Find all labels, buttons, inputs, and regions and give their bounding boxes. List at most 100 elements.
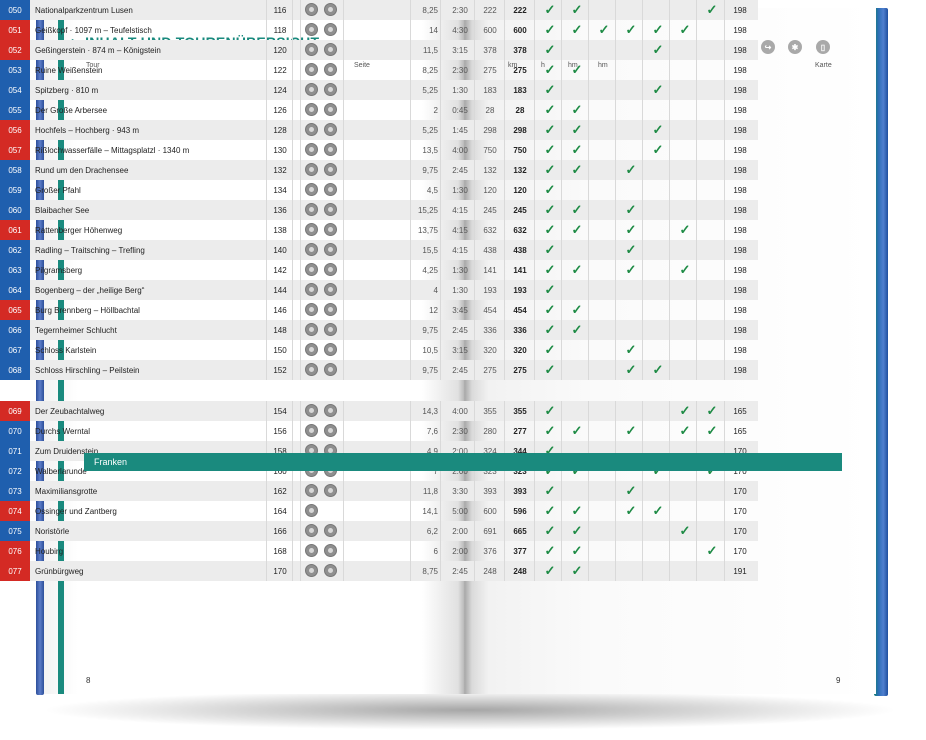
column-divider: [696, 401, 697, 421]
header-seite: Seite: [354, 62, 370, 69]
column-divider: [474, 160, 475, 180]
descent: 183: [513, 86, 527, 95]
check-icon: ✓: [625, 423, 637, 438]
column-divider: [642, 441, 643, 461]
tour-name: Ossinger und Zantberg: [35, 507, 117, 516]
map-ref: 198: [733, 186, 747, 195]
column-divider: [696, 160, 697, 180]
family-icon: [324, 404, 337, 417]
column-divider: [474, 60, 475, 80]
check-icon: ✓: [652, 142, 664, 157]
column-divider: [561, 320, 562, 340]
check-icon: ✓: [652, 362, 664, 377]
column-divider: [343, 561, 344, 581]
column-divider: [440, 320, 441, 340]
column-divider: [615, 20, 616, 40]
family-icon: [324, 123, 337, 136]
column-divider: [588, 240, 589, 260]
column-divider: [588, 441, 589, 461]
column-divider: [504, 521, 505, 541]
page-ref: 158: [273, 447, 287, 456]
tour-name: Spitzberg · 810 m: [35, 86, 99, 95]
column-divider: [440, 541, 441, 561]
column-divider: [588, 40, 589, 60]
column-divider: [300, 481, 301, 501]
column-divider: [534, 80, 535, 100]
descent: 665: [513, 527, 527, 536]
column-divider: [300, 461, 301, 481]
duration: 3:45: [452, 306, 468, 315]
column-divider: [474, 461, 475, 481]
ascent: 298: [483, 126, 497, 135]
column-divider: [266, 421, 267, 441]
duration: 2:45: [452, 366, 468, 375]
distance: 2: [433, 106, 438, 115]
column-divider: [724, 260, 725, 280]
page-ref: 122: [273, 66, 287, 75]
duration: 1:30: [452, 266, 468, 275]
column-divider: [292, 300, 293, 320]
column-divider: [534, 120, 535, 140]
column-divider: [410, 260, 411, 280]
column-divider: [474, 481, 475, 501]
column-divider: [696, 80, 697, 100]
column-divider: [410, 481, 411, 501]
tour-number: 063: [0, 260, 30, 280]
column-divider: [266, 401, 267, 421]
column-divider: [474, 421, 475, 441]
column-divider: [300, 541, 301, 561]
column-divider: [474, 120, 475, 140]
column-divider: [343, 80, 344, 100]
table-row: 068 Schloss Hirschling – Peilstein 152 9,75…: [0, 360, 758, 380]
difficulty-icon: [305, 163, 318, 176]
column-divider: [642, 280, 643, 300]
tour-number: 061: [0, 220, 30, 240]
column-divider: [300, 561, 301, 581]
column-divider: [343, 180, 344, 200]
difficulty-icon: [305, 123, 318, 136]
column-divider: [615, 100, 616, 120]
column-divider: [474, 561, 475, 581]
column-divider: [440, 80, 441, 100]
map-ref: 198: [733, 46, 747, 55]
column-divider: [343, 220, 344, 240]
family-icon: [324, 103, 337, 116]
check-icon: ✓: [544, 563, 556, 578]
tour-number: 071: [0, 441, 30, 461]
column-divider: [724, 521, 725, 541]
duration: 3:15: [452, 346, 468, 355]
column-divider: [534, 561, 535, 581]
column-divider: [504, 541, 505, 561]
table-row: 056 Hochfels – Hochberg · 943 m 128 5,25 1:4…: [0, 120, 758, 140]
column-divider: [615, 160, 616, 180]
column-divider: [588, 481, 589, 501]
column-divider: [696, 340, 697, 360]
column-divider: [300, 501, 301, 521]
column-divider: [615, 260, 616, 280]
column-divider: [266, 200, 267, 220]
column-divider: [615, 220, 616, 240]
ascent: 632: [483, 226, 497, 235]
tour-number: 056: [0, 120, 30, 140]
ascent: 245: [483, 206, 497, 215]
column-divider: [440, 300, 441, 320]
column-divider: [292, 501, 293, 521]
column-divider: [588, 0, 589, 20]
table-row: 066 Tegernheimer Schlucht 148 9,75 2:45 336 33…: [0, 320, 758, 340]
column-divider: [292, 260, 293, 280]
family-icon: [324, 564, 337, 577]
column-divider: [561, 160, 562, 180]
column-divider: [588, 360, 589, 380]
column-divider: [534, 140, 535, 160]
column-divider: [266, 160, 267, 180]
check-icon: ✓: [544, 82, 556, 97]
column-divider: [615, 40, 616, 60]
check-icon: ✓: [706, 543, 718, 558]
map-ref: 170: [733, 527, 747, 536]
column-divider: [669, 220, 670, 240]
column-divider: [588, 80, 589, 100]
page-ref: 154: [273, 407, 287, 416]
column-divider: [504, 120, 505, 140]
tour-name: Rund um den Drachensee: [35, 166, 129, 175]
descent: 336: [513, 326, 527, 335]
